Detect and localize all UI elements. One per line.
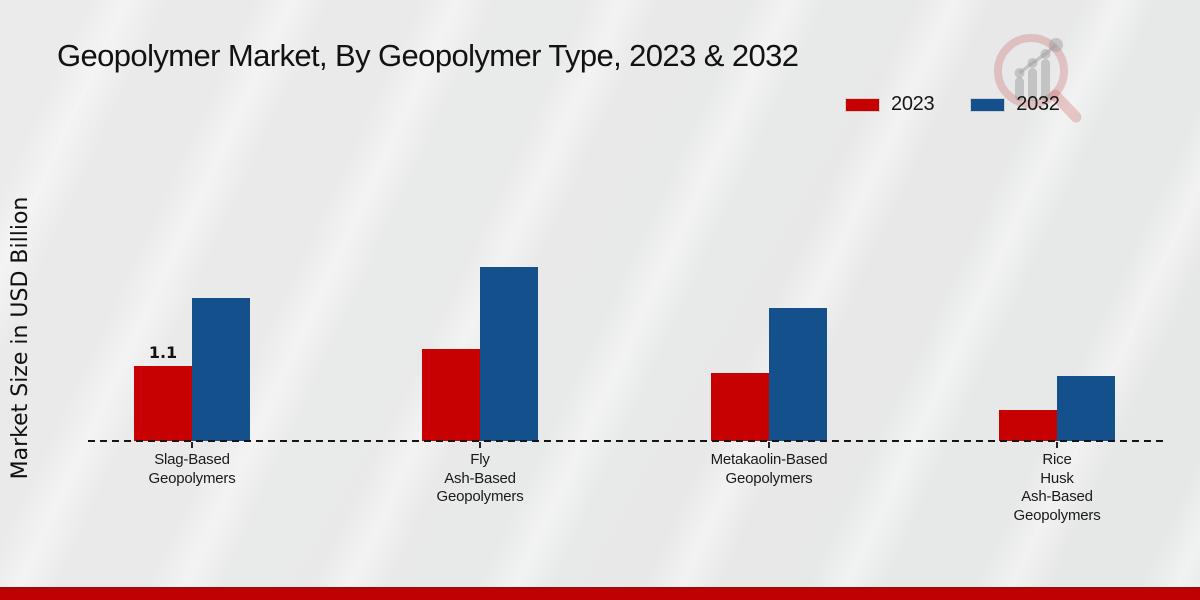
magnifier-bar-chart-logo-icon: [994, 34, 1082, 123]
x-axis-label-metakaolin-based: Metakaolin-Based Geopolymers: [710, 451, 828, 487]
brand-logo-watermark: [988, 28, 1088, 123]
legend-item-2032: 2032: [970, 93, 1060, 116]
bar-2032-rice: [1057, 376, 1115, 441]
bar-2023-metakaolin-based: [711, 373, 769, 441]
bar-2023-fly: [422, 349, 480, 441]
legend-swatch-2032: [970, 97, 1006, 112]
footer-accent-bar: [0, 587, 1200, 600]
bar-2032-slag-based: [192, 298, 250, 441]
bar-2032-fly: [480, 267, 538, 441]
x-axis-label-slag-based: Slag-Based Geopolymers: [148, 451, 236, 487]
x-axis-label-rice: Rice Husk Ash-Based Geopolymers: [1013, 451, 1101, 524]
legend-swatch-2023: [845, 97, 880, 112]
x-axis-label-fly: Fly Ash-Based Geopolymers: [436, 451, 524, 505]
x-axis-tick: [768, 442, 770, 448]
chart-title: Geopolymer Market, By Geopolymer Type, 2…: [57, 38, 799, 73]
x-axis-tick: [191, 442, 193, 448]
legend-item-2023: 2023: [845, 93, 935, 116]
legend: 2023 2032: [845, 93, 1060, 116]
bar-data-label-2023-slag-based: 1.1: [148, 343, 178, 362]
x-axis-tick: [1056, 442, 1058, 448]
bar-2032-metakaolin-based: [769, 308, 827, 441]
bar-2023-rice: [999, 410, 1057, 441]
legend-label-2023: 2023: [891, 93, 935, 115]
x-axis-baseline: [88, 440, 1165, 442]
legend-label-2032: 2032: [1016, 93, 1060, 115]
x-axis-tick: [479, 442, 481, 448]
bar-2023-slag-based: [134, 366, 192, 441]
